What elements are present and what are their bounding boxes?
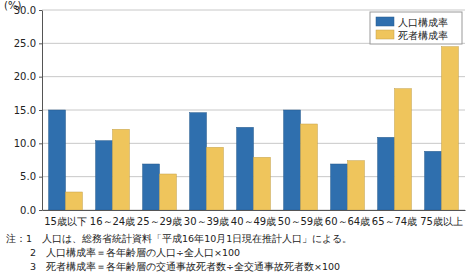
grid-line — [42, 10, 465, 11]
y-tick: 0.0 — [20, 205, 42, 216]
bar — [425, 151, 442, 210]
bar — [254, 157, 271, 210]
y-tick-mark — [39, 210, 42, 211]
legend-swatch — [376, 30, 394, 39]
y-tick-mark — [39, 43, 42, 44]
bar — [190, 113, 207, 210]
bar — [143, 164, 160, 210]
y-axis: 0.05.010.015.020.025.030.0 — [14, 5, 43, 216]
bar — [284, 110, 301, 210]
grid-line — [42, 76, 465, 77]
y-tick-label: 0.0 — [20, 205, 36, 216]
x-tick: 30～39歳 — [184, 210, 229, 227]
bar — [49, 110, 66, 210]
chart: 0.05.010.015.020.025.030.015歳以下16～24歳25～… — [0, 0, 475, 280]
y-tick: 5.0 — [20, 171, 42, 182]
x-tick: 40～49歳 — [231, 210, 276, 227]
y-tick-label: 10.0 — [14, 138, 36, 149]
x-tick-label: 16～24歳 — [90, 216, 135, 227]
x-tick-label: 65～74歳 — [372, 216, 417, 227]
notes: 注：1 人口は、総務省統計資料「平成16年10月1日現在推計人口」による。 2 人… — [6, 233, 352, 272]
y-axis-line — [42, 11, 43, 211]
x-tick-label: 40～49歳 — [231, 216, 276, 227]
y-tick-mark — [39, 143, 42, 144]
bar — [96, 141, 113, 210]
bar — [207, 147, 224, 210]
note: 注：1 人口は、総務省統計資料「平成16年10月1日現在推計人口」による。 — [6, 233, 352, 244]
y-tick: 10.0 — [14, 138, 42, 149]
x-tick-label: 75歳以上 — [420, 216, 463, 227]
y-tick-label: 5.0 — [20, 171, 36, 182]
y-tick: 20.0 — [14, 71, 42, 82]
y-tick: 15.0 — [14, 105, 42, 116]
x-axis-line — [43, 210, 466, 211]
bar — [301, 124, 318, 210]
x-tick-label: 15歳以下 — [44, 216, 87, 227]
note: 2 人口構成率＝各年齢層の人口÷全人口×100 — [30, 247, 240, 258]
x-tick-label: 30～39歳 — [184, 216, 229, 227]
bar — [113, 129, 130, 210]
x-tick: 65～74歳 — [372, 210, 417, 227]
legend-item: 死者構成率 — [376, 30, 448, 41]
x-tick-label: 25～29歳 — [137, 216, 182, 227]
legend-frame — [370, 12, 462, 44]
legend-label: 死者構成率 — [398, 30, 448, 41]
legend: 人口構成率死者構成率 — [370, 12, 462, 44]
x-axis: 15歳以下16～24歳25～29歳30～39歳40～49歳50～59歳60～64… — [43, 210, 466, 227]
y-tick-mark — [39, 10, 42, 11]
y-axis-title: (%) — [4, 0, 21, 11]
y-tick-mark — [39, 77, 42, 78]
bar — [395, 89, 412, 210]
bar — [348, 161, 365, 210]
y-tick-label: 25.0 — [14, 38, 36, 49]
legend-label: 人口構成率 — [398, 17, 448, 28]
legend-swatch — [376, 17, 394, 26]
bar — [331, 164, 348, 210]
x-tick: 15歳以下 — [44, 210, 87, 227]
y-tick-mark — [39, 110, 42, 111]
bar — [160, 174, 177, 210]
x-tick: 60～64歳 — [325, 210, 370, 227]
x-tick: 50～59歳 — [278, 210, 323, 227]
y-tick-label: 15.0 — [14, 105, 36, 116]
y-tick: 25.0 — [14, 38, 42, 49]
y-tick-label: 20.0 — [14, 71, 36, 82]
grid — [42, 10, 465, 210]
legend-item: 人口構成率 — [376, 17, 448, 28]
x-tick: 75歳以上 — [420, 210, 463, 227]
x-tick: 16～24歳 — [90, 210, 135, 227]
y-tick-mark — [39, 177, 42, 178]
note: 3 死者構成率＝各年齢層の交通事故死者数÷全交通事故死者数×100 — [30, 261, 340, 272]
x-tick-label: 60～64歳 — [325, 216, 370, 227]
plot: 0.05.010.015.020.025.030.015歳以下16～24歳25～… — [14, 5, 466, 227]
bar — [66, 192, 83, 210]
bar — [442, 47, 459, 210]
bar — [378, 137, 395, 210]
bars — [49, 47, 459, 210]
bar — [237, 127, 254, 210]
x-tick-label: 50～59歳 — [278, 216, 323, 227]
x-tick: 25～29歳 — [137, 210, 182, 227]
